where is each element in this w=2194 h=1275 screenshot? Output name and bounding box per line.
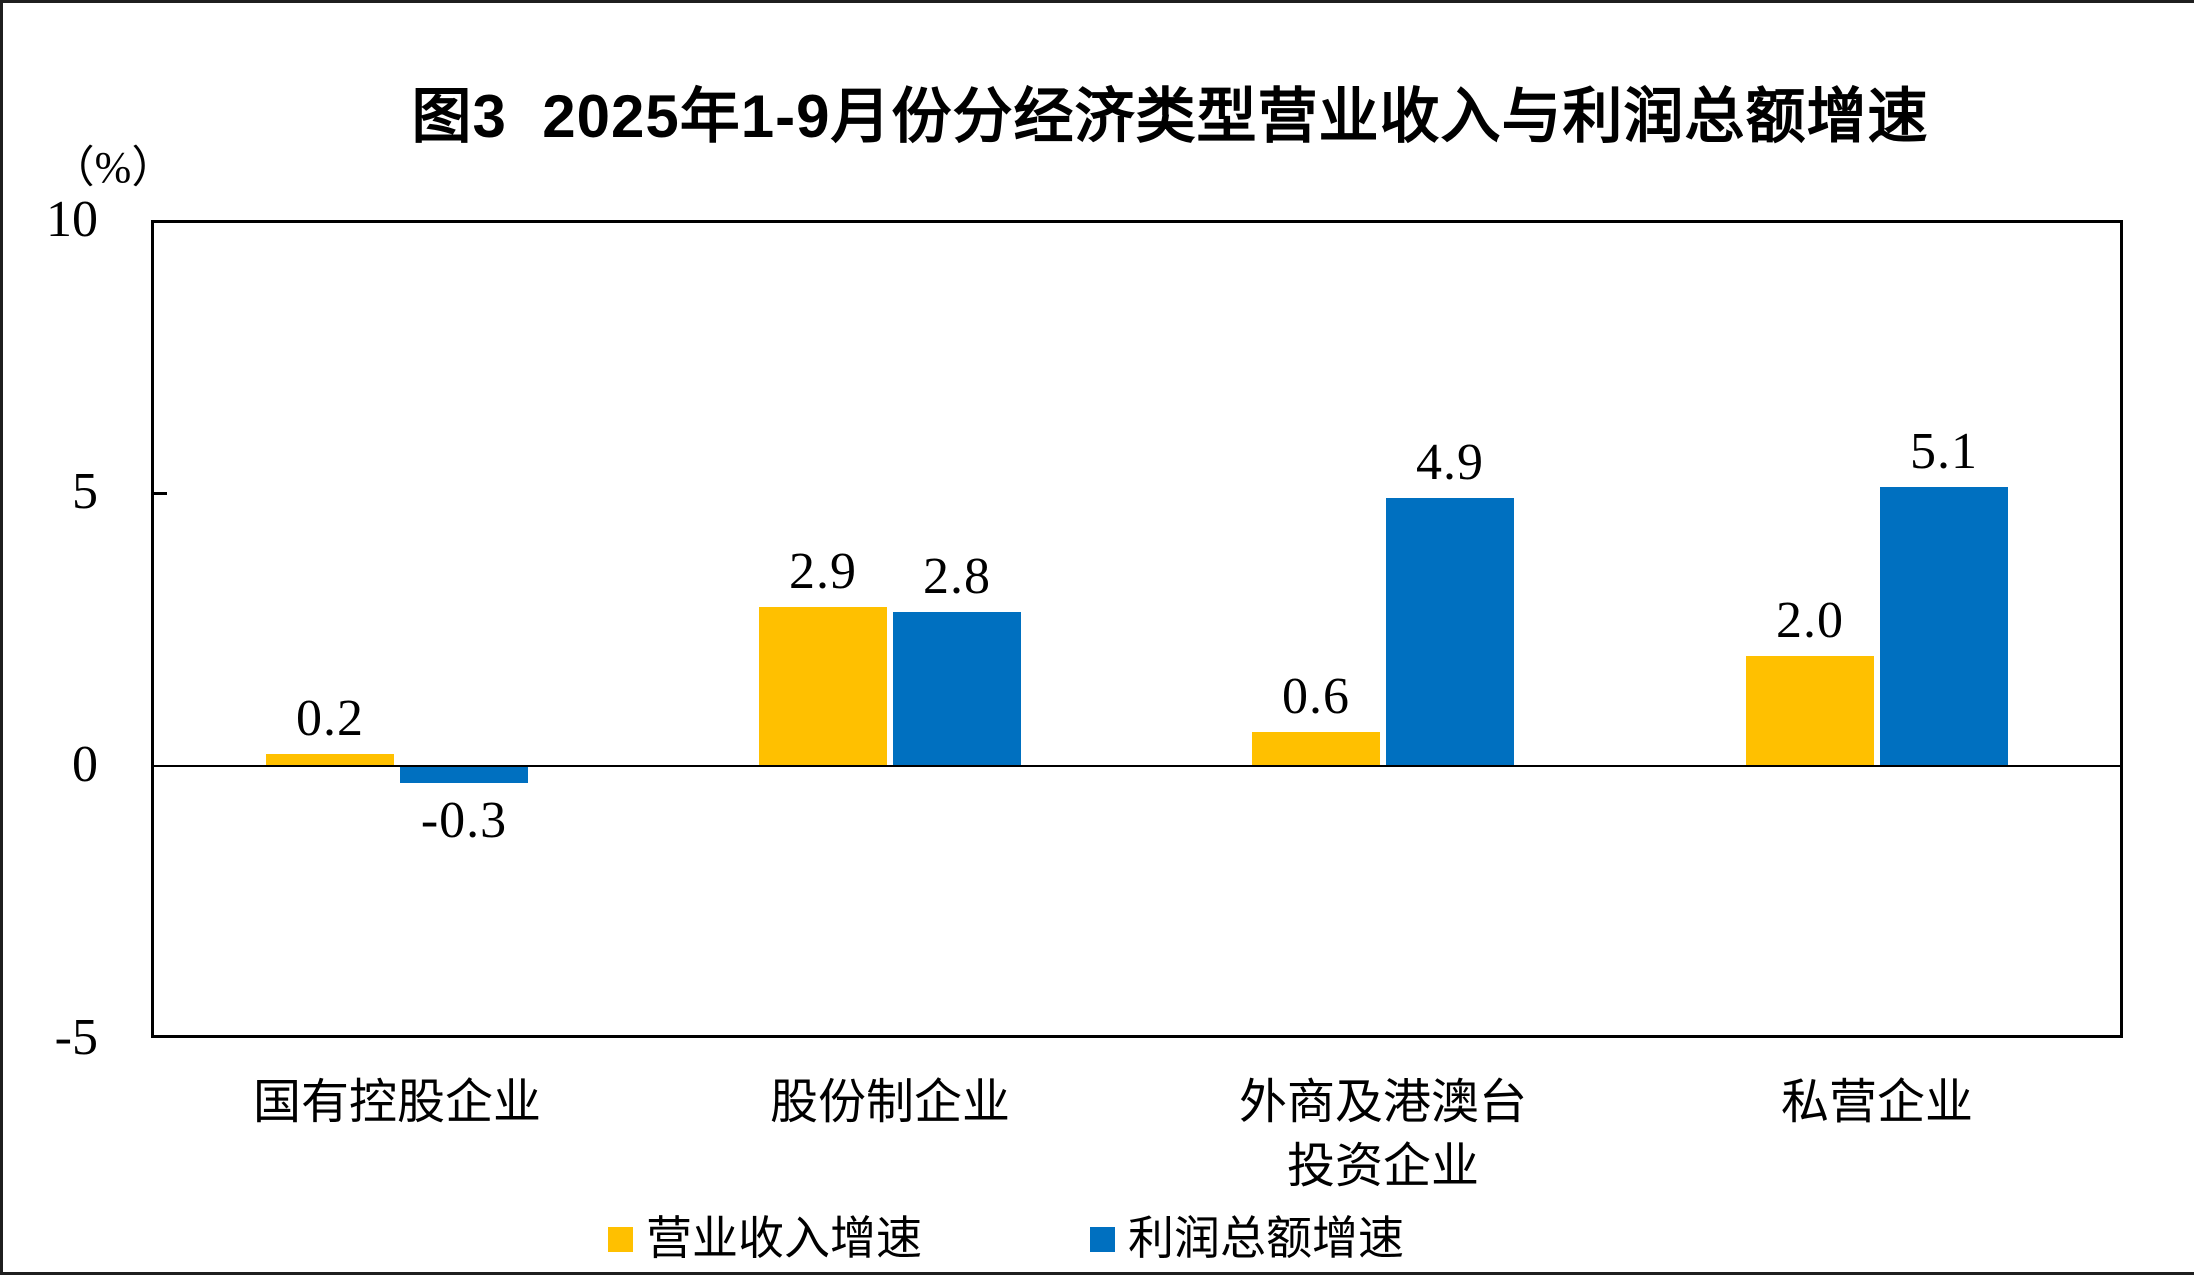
legend-item-profit: 利润总额增速 (1090, 1213, 1404, 1265)
bar-revenue-2 (759, 607, 887, 765)
chart-title: 图3 2025年1-9月份分经济类型营业收入与利润总额增速 (411, 83, 1929, 150)
plot-area-frame (151, 220, 2123, 1038)
bar-profit-1 (400, 767, 528, 783)
bar-profit-4 (1880, 487, 2008, 765)
bar-profit-2 (893, 612, 1021, 765)
legend-label-profit: 利润总额增速 (1128, 1213, 1404, 1264)
bar-value-label: 5.1 (1910, 423, 1978, 480)
x-axis-category-label: 外商及港澳台 投资企业 (1238, 1076, 1527, 1193)
bar-value-label: 2.0 (1776, 592, 1844, 649)
bar-value-label: 2.8 (923, 548, 991, 605)
x-axis-category-label: 股份制企业 (769, 1076, 1010, 1129)
bar-value-label: 0.6 (1282, 668, 1350, 725)
x-axis-category-label: 国有控股企业 (252, 1076, 541, 1129)
y-axis-tick-label: 5 (72, 463, 98, 520)
zero-axis-line (151, 765, 2123, 767)
bar-profit-3 (1386, 498, 1514, 765)
y-axis-tick-label: -5 (54, 1009, 98, 1066)
legend-label-revenue: 营业收入增速 (646, 1213, 922, 1264)
legend-swatch-revenue (608, 1226, 633, 1252)
bar-value-label: -0.3 (420, 792, 508, 849)
y-axis-unit-label: （%） (50, 143, 176, 192)
bar-revenue-1 (266, 754, 394, 765)
legend-swatch-profit (1090, 1226, 1115, 1252)
x-axis-category-label: 私营企业 (1780, 1076, 1973, 1129)
bar-value-label: 2.9 (789, 543, 857, 600)
bar-revenue-3 (1252, 732, 1380, 765)
legend-item-revenue: 营业收入增速 (608, 1213, 922, 1265)
bar-revenue-4 (1746, 656, 1874, 765)
y-axis-tick-label: 10 (46, 191, 98, 248)
bar-value-label: 0.2 (296, 690, 364, 747)
chart-legend: 营业收入增速 利润总额增速 (608, 1206, 1404, 1272)
y-axis-tick (151, 492, 167, 495)
bar-value-label: 4.9 (1416, 434, 1484, 491)
y-axis-tick-label: 0 (72, 736, 98, 793)
